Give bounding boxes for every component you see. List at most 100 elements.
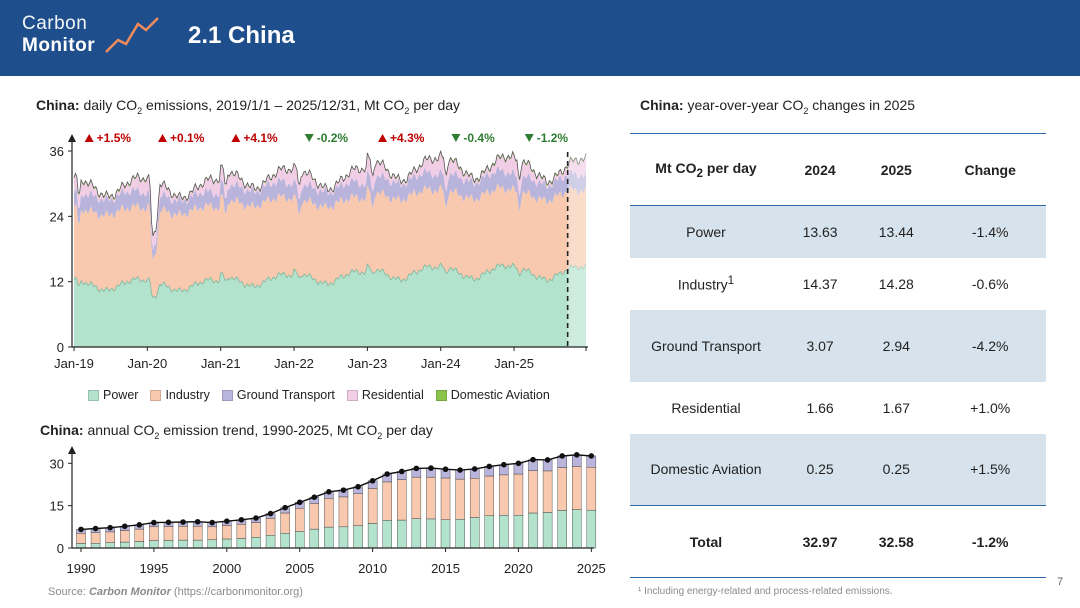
bar-power [134, 541, 145, 549]
total-point [369, 478, 376, 484]
x-tick-label: 2005 [285, 561, 314, 576]
bar-power [353, 525, 363, 549]
x-tick-label: Jan-20 [127, 356, 167, 371]
bar-power [338, 526, 349, 549]
total-point [78, 526, 84, 533]
bar-power [411, 518, 422, 549]
bar-industry [134, 528, 145, 542]
down-triangle-icon [524, 134, 534, 142]
bar-industry [207, 526, 217, 541]
logo-trend-icon [105, 17, 159, 53]
cell-2024: 1.66 [806, 399, 834, 416]
x-tick-label: 1995 [139, 561, 168, 576]
legend-label: Domestic Aviation [450, 388, 550, 402]
title-part: emission trend, 1990-2025, Mt CO [159, 422, 378, 438]
bar-industry [222, 525, 232, 540]
yoy-annotation: +1.5% [84, 131, 131, 145]
x-tick-label: Jan-25 [494, 356, 534, 371]
yoy-annotation-label: -0.2% [317, 131, 349, 145]
y-tick-label: 24 [50, 209, 64, 224]
bar-power [149, 540, 159, 549]
table-row: Domestic Aviation 0.25 0.25 +1.5% [630, 433, 1046, 506]
title-sub: 2 [154, 430, 160, 441]
total-point [296, 499, 303, 506]
row-label-text: Industry [677, 276, 728, 293]
up-triangle-icon [84, 134, 94, 142]
legend-swatch [150, 389, 162, 401]
yoy-annotation: +0.1% [158, 131, 205, 145]
title-sub: 2 [803, 105, 809, 116]
x-tick-label: 2000 [212, 561, 241, 576]
page-title: 2.1 China [188, 22, 295, 49]
series-area-residential [74, 152, 586, 251]
total-point [209, 519, 216, 526]
total-point [515, 460, 522, 467]
bar-power [513, 515, 524, 549]
series-area-industry [74, 184, 586, 299]
table-total-row: Total 32.97 32.58 -1.2% [630, 505, 1046, 578]
total-edge-line [73, 149, 587, 237]
yoy-annotation-label: -1.2% [537, 131, 569, 145]
row-label: Total [630, 505, 782, 578]
cell-change: +1.0% [970, 399, 1011, 416]
total-point [136, 522, 143, 528]
yoy-annotation: +4.3% [378, 131, 425, 145]
source-prefix: Source: [48, 586, 89, 598]
legend-item-domestic-aviation: Domestic Aviation [435, 388, 550, 402]
x-tick-label: Jan-22 [274, 356, 314, 371]
bar-industry [309, 503, 320, 530]
total-point [282, 504, 288, 511]
cell-2025: 13.44 [878, 223, 914, 240]
y-tick-label: 0 [57, 340, 64, 355]
page-number: 7 [1057, 576, 1064, 588]
bar-power [499, 515, 509, 549]
title-sub: 2 [404, 105, 410, 116]
bar-industry [572, 466, 582, 510]
bar-industry [236, 524, 247, 539]
bar-industry [324, 498, 334, 528]
row-label: Power [630, 206, 782, 258]
logo-line2: Monitor [22, 35, 96, 56]
table-row: Residential 1.66 1.67 +1.0% [630, 382, 1046, 434]
total-point [471, 466, 478, 472]
cell-2025: 32.58 [858, 505, 935, 578]
annual-chart-title: China: annual CO2 emission trend, 1990-2… [40, 422, 433, 441]
bar-power [440, 519, 451, 549]
yoy-annotation: +4.1% [231, 131, 278, 145]
bar-industry [513, 473, 524, 516]
total-point [107, 524, 113, 531]
yoy-annotation-label: +4.3% [390, 131, 425, 145]
title-sub: 2 [137, 105, 143, 116]
title-part: per day [382, 422, 433, 438]
bar-power [309, 528, 320, 549]
bar-industry [76, 533, 86, 544]
yoy-annotation-label: +0.1% [170, 131, 205, 145]
title-part: per day [409, 97, 461, 113]
title-part: changes in 2025 [808, 97, 916, 113]
bar-power [105, 542, 115, 549]
header-text: Mt CO [655, 159, 697, 176]
x-tick-label: 1990 [67, 561, 96, 576]
legend-label: Industry [165, 388, 210, 402]
cell-change: -0.6% [971, 275, 1009, 292]
y-tick-label: 36 [50, 144, 64, 159]
total-point [384, 471, 391, 477]
table-header-row: Mt CO2 per day 2024 2025 Change [630, 133, 1046, 206]
bar-industry [251, 522, 261, 538]
cell-2025: 14.28 [878, 275, 914, 292]
cell-change: -4.2% [971, 337, 1009, 354]
source-url[interactable]: (https://carbonmonitor.org) [170, 586, 303, 598]
y-tick-label: 15 [50, 499, 64, 514]
bar-power [207, 539, 217, 549]
down-triangle-icon [304, 134, 314, 142]
daily-chart-title: China: daily CO2 emissions, 2019/1/1 – 2… [36, 97, 460, 116]
legend-swatch [346, 389, 358, 401]
total-point [224, 518, 230, 524]
col-header-2024: 2024 [804, 161, 836, 178]
bar-industry [105, 531, 115, 543]
bar-power [251, 537, 261, 549]
x-tick-label: 2025 [577, 561, 606, 576]
cell-2025: 2.94 [882, 337, 910, 354]
cell-2025: 0.25 [882, 461, 910, 478]
yoy-annotation-label: +4.1% [243, 131, 278, 145]
